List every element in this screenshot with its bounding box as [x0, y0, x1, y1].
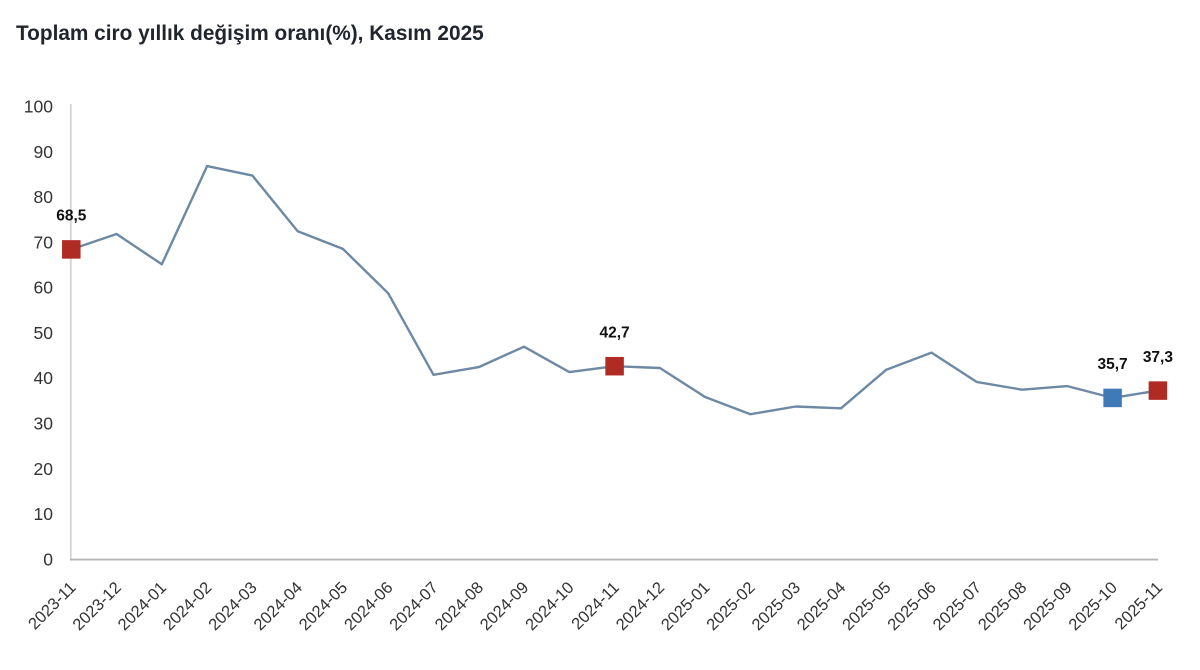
svg-text:40: 40	[34, 368, 54, 388]
svg-text:90: 90	[34, 142, 54, 162]
svg-text:10: 10	[34, 504, 54, 524]
svg-text:80: 80	[34, 187, 54, 207]
svg-text:42,7: 42,7	[600, 325, 630, 342]
svg-text:20: 20	[34, 459, 54, 479]
svg-text:Toplam ciro yıllık değişim ora: Toplam ciro yıllık değişim oranı(%), Kas…	[16, 22, 484, 45]
svg-text:37,3: 37,3	[1143, 349, 1174, 366]
svg-text:100: 100	[24, 97, 53, 117]
svg-text:70: 70	[34, 232, 54, 252]
svg-text:35,7: 35,7	[1098, 356, 1128, 373]
svg-text:68,5: 68,5	[56, 208, 87, 225]
svg-text:60: 60	[34, 278, 54, 298]
svg-text:0: 0	[43, 549, 53, 569]
svg-text:30: 30	[34, 414, 54, 434]
svg-text:50: 50	[34, 323, 54, 343]
